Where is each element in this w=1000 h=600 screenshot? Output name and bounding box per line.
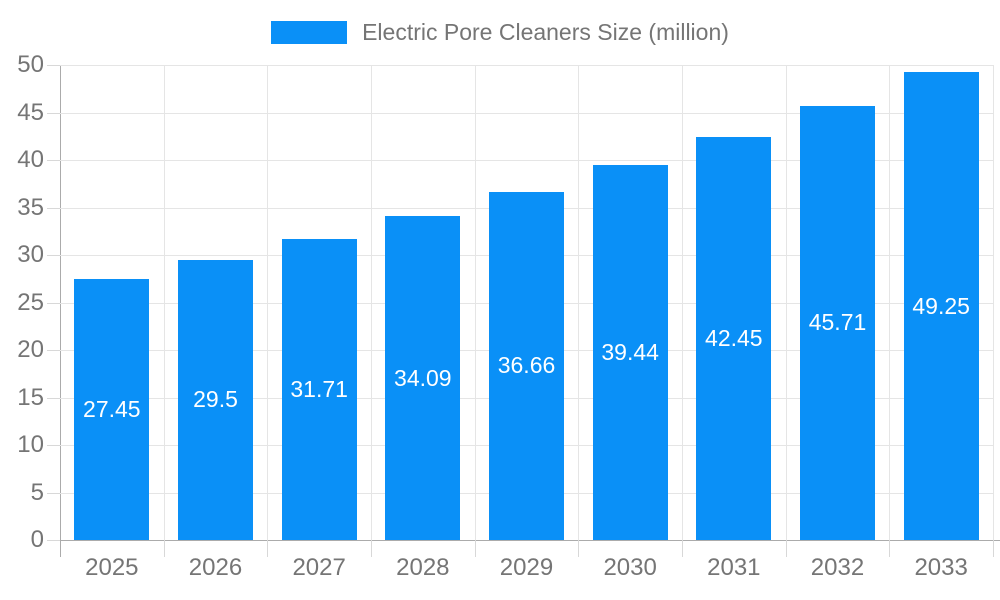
bar-2027[interactable]: 31.71 xyxy=(281,238,357,540)
h-gridline xyxy=(60,65,993,66)
x-axis-labels: 2025 2026 2027 2028 2029 2030 2031 2032 2033 xyxy=(60,553,993,587)
x-tick-mark xyxy=(60,540,61,557)
x-tick-mark xyxy=(889,540,891,557)
bar-2031[interactable]: 42.45 xyxy=(696,136,772,540)
x-tick-label: 2028 xyxy=(396,554,450,581)
x-tick-label: 2027 xyxy=(292,554,346,581)
bar-2032[interactable]: 45.71 xyxy=(800,105,875,540)
y-tick-label: 30 xyxy=(17,241,44,268)
y-tick-mark xyxy=(47,540,60,541)
v-gridline xyxy=(474,65,476,540)
bar-2026[interactable]: 29.5 xyxy=(178,259,253,540)
h-gridline xyxy=(60,160,993,161)
y-tick-mark xyxy=(47,160,60,161)
bar-value-label: 39.44 xyxy=(601,339,659,366)
bar-2029[interactable]: 36.66 xyxy=(489,191,564,540)
h-gridline xyxy=(60,112,993,114)
v-gridline xyxy=(267,65,269,540)
y-tick-mark xyxy=(47,492,60,494)
legend-label: Electric Pore Cleaners Size (million) xyxy=(362,19,729,45)
y-tick-label: 35 xyxy=(17,193,44,221)
x-tick-label: 2025 xyxy=(85,554,139,581)
y-tick-label: 40 xyxy=(17,146,44,173)
y-axis-line xyxy=(60,65,61,557)
x-tick-label: 2033 xyxy=(914,554,968,581)
y-tick-label: 25 xyxy=(17,288,44,316)
y-tick-mark xyxy=(47,397,60,399)
bar-value-label: 42.45 xyxy=(705,324,763,351)
y-tick-label: 10 xyxy=(17,431,44,458)
bar-value-label: 49.25 xyxy=(912,292,970,319)
y-tick-mark xyxy=(47,207,60,209)
bar-value-label: 45.71 xyxy=(808,309,867,336)
y-tick-label: 5 xyxy=(30,478,44,506)
y-tick-mark xyxy=(47,445,60,446)
x-tick-mark xyxy=(578,540,580,557)
bar-2030[interactable]: 39.44 xyxy=(592,165,668,540)
bar-2025[interactable]: 27.45 xyxy=(74,279,150,540)
legend-item[interactable]: Electric Pore Cleaners Size (million) xyxy=(0,21,1000,44)
v-gridline xyxy=(785,65,787,540)
bar-value-label: 31.71 xyxy=(290,375,348,402)
x-tick-label: 2031 xyxy=(707,554,761,581)
x-tick-mark xyxy=(785,540,787,557)
y-tick-mark xyxy=(47,350,60,351)
x-tick-mark xyxy=(267,540,269,557)
x-tick-mark xyxy=(474,540,476,557)
x-tick-label: 2029 xyxy=(499,554,554,581)
bar-value-label: 34.09 xyxy=(394,364,452,391)
y-tick-label: 15 xyxy=(17,383,44,411)
y-tick-mark xyxy=(47,255,60,256)
x-tick-label: 2030 xyxy=(603,554,657,581)
legend-swatch xyxy=(271,21,348,44)
x-tick-mark xyxy=(682,540,683,557)
x-tick-mark xyxy=(371,540,372,557)
x-tick-label: 2032 xyxy=(810,554,865,581)
bar-2033[interactable]: 49.25 xyxy=(903,72,979,540)
v-gridline xyxy=(889,65,891,540)
y-tick-label: 0 xyxy=(30,526,44,553)
bar-value-label: 36.66 xyxy=(497,352,556,379)
v-gridline xyxy=(578,65,580,540)
v-gridline xyxy=(163,65,165,540)
y-tick-mark xyxy=(47,65,60,66)
bar-value-label: 27.45 xyxy=(83,396,141,423)
v-gridline xyxy=(682,65,683,540)
y-axis-labels: 0 5 10 15 20 25 30 35 40 45 50 xyxy=(0,53,44,552)
v-gridline xyxy=(371,65,372,540)
x-tick-mark xyxy=(163,540,165,557)
y-tick-label: 45 xyxy=(17,98,44,126)
v-gridline xyxy=(993,65,994,540)
x-tick-mark xyxy=(993,540,994,557)
x-tick-label: 2026 xyxy=(188,554,243,581)
y-tick-label: 20 xyxy=(17,336,44,363)
y-tick-label: 50 xyxy=(17,51,44,78)
y-tick-mark xyxy=(47,112,60,114)
bar-value-label: 29.5 xyxy=(193,386,238,413)
plot-area: 27.45 29.5 31.71 34.09 36.66 39.44 42.45 45.71 4… xyxy=(60,65,994,557)
bar-2028[interactable]: 34.09 xyxy=(385,216,461,540)
x-axis-line xyxy=(47,540,1000,541)
y-tick-mark xyxy=(47,302,60,304)
